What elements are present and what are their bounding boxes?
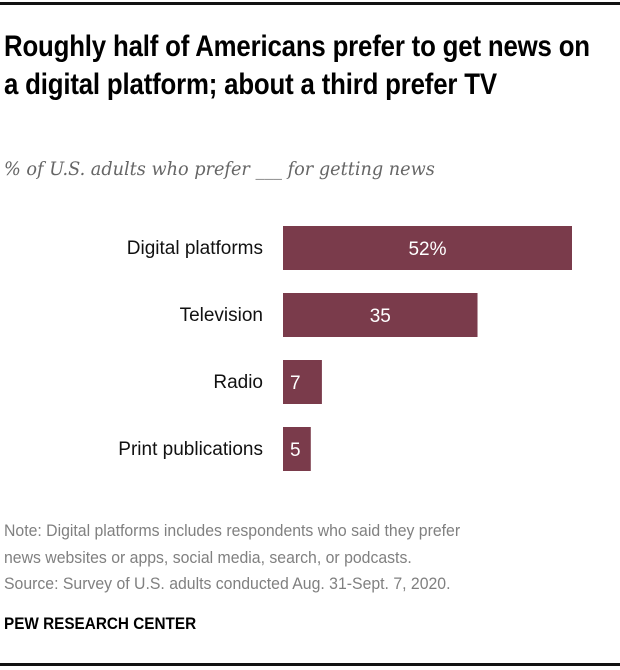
top-rule [0, 2, 620, 5]
category-label: Television [180, 305, 263, 326]
title-container: Roughly half of Americans prefer to get … [4, 28, 606, 104]
brand-logo-text: PEW RESEARCH CENTER [4, 614, 197, 633]
category-label: Radio [213, 372, 263, 393]
note-line: news websites or apps, social media, sea… [4, 547, 412, 567]
category-label: Digital platforms [127, 238, 263, 259]
data-label: 35 [370, 306, 391, 327]
data-label: 52% [408, 239, 446, 260]
data-label: 5 [290, 440, 301, 461]
source-line: Source: Survey of U.S. adults conducted … [4, 574, 451, 593]
category-label: Print publications [118, 439, 263, 460]
bar [283, 360, 322, 404]
bar [283, 427, 311, 471]
note-line: Note: Digital platforms includes respond… [4, 521, 461, 540]
bar-chart: Digital platforms 52% Television 35 Radio 7 Pr… [118, 226, 572, 471]
data-label: 7 [290, 373, 301, 394]
bottom-rule [0, 663, 620, 666]
bar [283, 293, 478, 337]
chart-subtitle: % of U.S. adults who prefer ___ for gett… [4, 158, 435, 180]
bar [283, 226, 572, 270]
chart-title: Roughly half of Americans prefer to get … [4, 30, 590, 101]
note: Note: Digital platforms includes respond… [4, 518, 460, 598]
